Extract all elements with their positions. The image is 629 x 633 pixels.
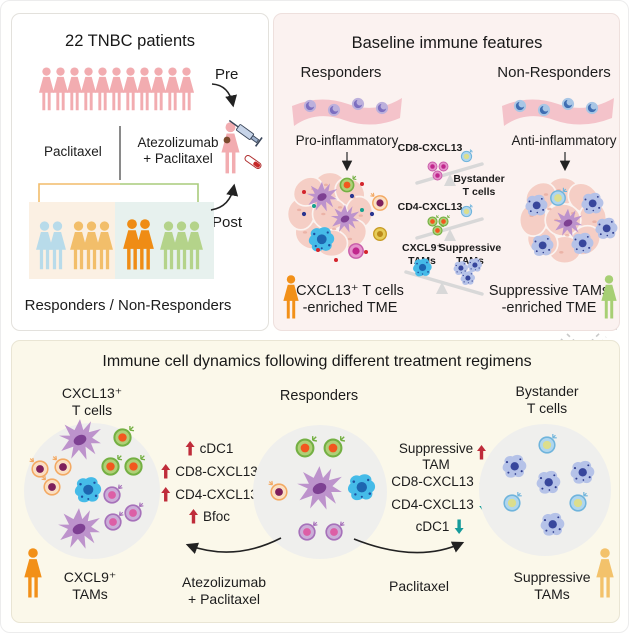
pro-inflammatory-tissue-icon — [292, 97, 402, 126]
baseline-panel: Baseline immune features Responders Non-… — [273, 13, 620, 331]
arm-paclitaxel-label: Paclitaxel — [44, 144, 102, 159]
nonresponders-tme-caption: Suppressive TAMs -enriched TME — [488, 283, 610, 317]
bystander-tcells-label: Bystander T cells — [515, 383, 579, 417]
post-label: Post — [212, 214, 243, 231]
woman-icon — [48, 221, 67, 270]
patient-crowd — [38, 66, 195, 112]
dynamics-title: Immune cell dynamics following different… — [102, 353, 532, 370]
up-arrow-icon — [188, 509, 199, 524]
anti-inflammatory-label: Anti-inflammatory — [511, 133, 617, 148]
down-row-cdc1: cDC1 — [416, 519, 465, 534]
cd8-cxcl13-label: CD8-CXCL13 — [397, 142, 463, 154]
baseline-title: Baseline immune features — [351, 34, 543, 52]
anti-inflammatory-tissue-icon — [502, 97, 614, 126]
syringe-icon — [228, 119, 263, 147]
suppressive-tams-label: Suppressive TAMs — [438, 242, 502, 267]
paclitaxel-arm-patients — [35, 221, 114, 270]
cd4-cxcl13-label: CD4-CXCL13 — [397, 201, 463, 213]
up-arrow-icon — [160, 464, 171, 479]
blood-tube-icon — [244, 154, 262, 170]
up-row-cd4: CD4-CXCL13 — [160, 487, 258, 502]
nonresponders-label: Non-Responders — [497, 64, 611, 81]
down-arrow-icon — [478, 497, 489, 512]
up-arrow-icon — [160, 487, 171, 502]
down-row-cd4: CD4-CXCL13 — [391, 497, 489, 512]
woman-icon — [135, 219, 155, 270]
biopsy-patient-icon — [221, 122, 240, 174]
responder-person-icon — [24, 548, 42, 598]
paclitaxel-treatment-label: Paclitaxel — [389, 578, 449, 594]
down-arrow-icon — [453, 519, 464, 534]
suppressive-tme-illustration — [518, 175, 618, 265]
bystander-t-cells-label: Bystander T cells — [453, 173, 505, 198]
up-row-bfoc: Bfoc — [188, 509, 230, 524]
pre-label: Pre — [215, 66, 239, 83]
cohort-panel: 22 TNBC patients Pre Post Paclitaxel Ate… — [11, 13, 269, 331]
up-arrow-icon — [476, 445, 487, 460]
down-row-cd8: CD8-CXCL13 — [391, 474, 489, 489]
cxcl9-tams-label: CXCL9⁺ TAMs — [402, 242, 442, 267]
up-row-cdc1: cDC1 — [185, 441, 233, 456]
woman-icon — [178, 66, 195, 112]
responders-label: Responders — [300, 64, 382, 81]
responders-cluster — [267, 435, 376, 541]
cxcl13-tcells-label: CXCL13⁺ T cells — [61, 385, 123, 419]
down-arrow-icon — [478, 474, 489, 489]
woman-icon — [185, 221, 204, 270]
cohort-graphics — [38, 83, 263, 211]
cxcl13-tme-illustration — [286, 170, 388, 262]
pro-inflammatory-label: Pro-inflammatory — [295, 133, 399, 148]
cohort-title: 22 TNBC patients — [65, 32, 195, 50]
suppressive-tams-bottom-label: Suppressive TAMs — [513, 569, 591, 603]
woman-icon — [95, 221, 114, 270]
paclitaxel-person-icon — [596, 548, 614, 598]
combo-treatment-label: Atezolizumab + Paclitaxel — [181, 574, 267, 608]
up-row-cd8: CD8-CXCL13 — [160, 464, 258, 479]
cohort-caption: Responders / Non-Responders — [24, 297, 232, 314]
suppressive-tam-row: Suppressive TAM — [398, 441, 474, 473]
combo-arm-patients — [122, 219, 204, 270]
responders-circle-label: Responders — [279, 388, 359, 404]
bystander-suppressive-cluster — [502, 433, 595, 536]
responders-tme-caption: CXCL13⁺ T cells -enriched TME — [296, 283, 404, 317]
dynamics-panel: Immune cell dynamics following different… — [11, 340, 620, 623]
cxcl9-tams-bottom-label: CXCL9⁺ TAMs — [63, 569, 117, 603]
cxcl13-cluster — [28, 419, 146, 549]
up-arrow-icon — [185, 441, 196, 456]
arm-combo-label: Atezolizumab + Paclitaxel — [137, 135, 219, 167]
